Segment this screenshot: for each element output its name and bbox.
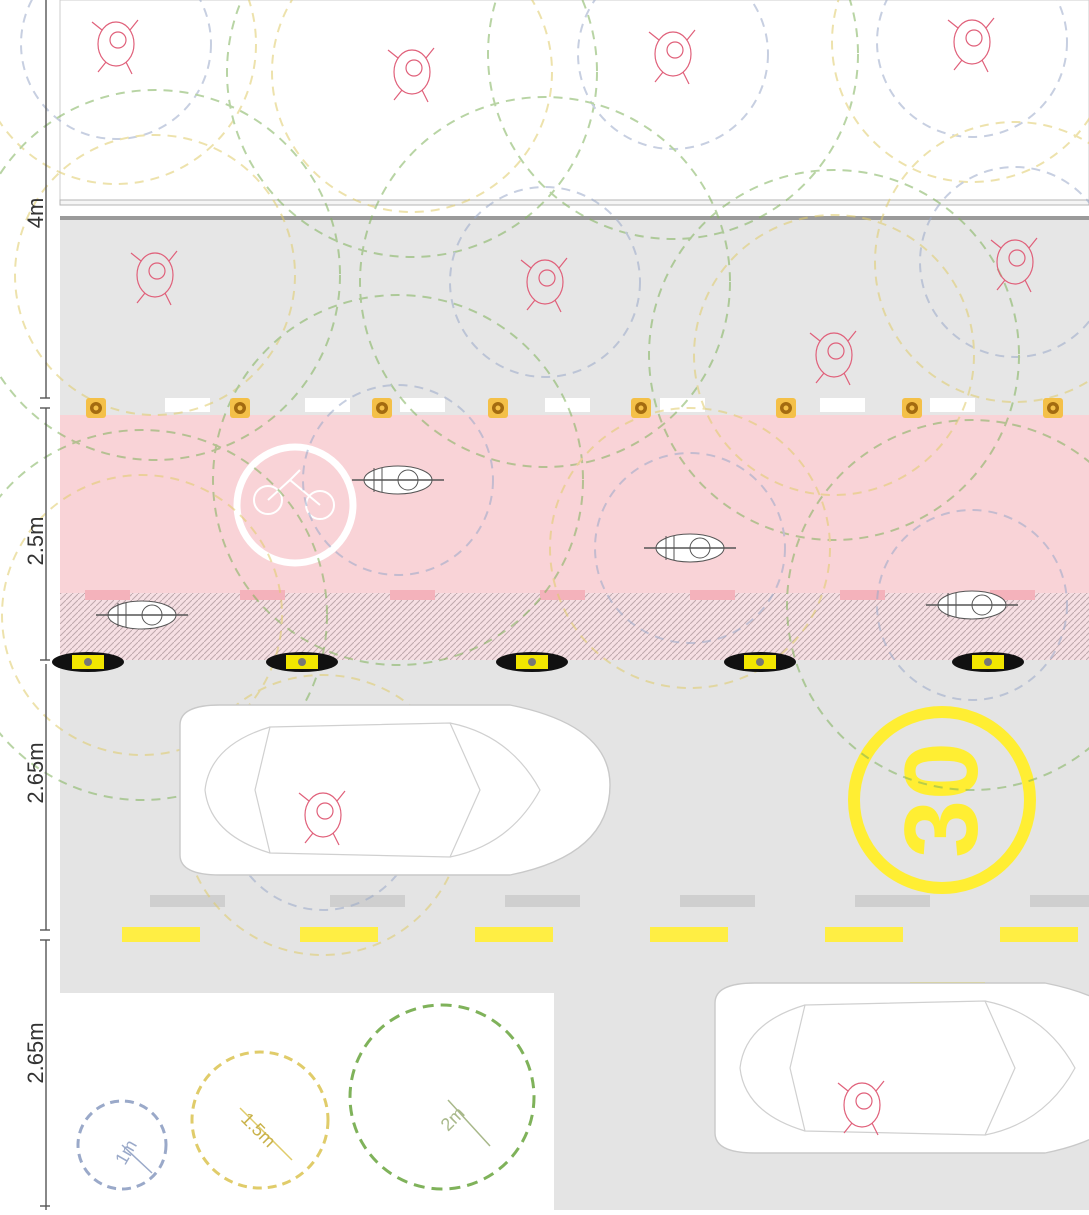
coverage-circle (0, 0, 257, 185)
dimension-line (40, 0, 50, 1210)
coverage-circle (919, 166, 1089, 358)
bike-lane (60, 415, 1089, 593)
coverage-circle (648, 169, 1020, 541)
coverage-circle (876, 0, 1068, 138)
coverage-circle (20, 0, 212, 140)
coverage-circle (359, 96, 731, 468)
coverage-circle (449, 186, 641, 378)
coverage-circle (302, 384, 494, 576)
lane-divider (150, 895, 1089, 907)
car-bottom (714, 982, 1089, 1154)
curb-line (59, 199, 1089, 206)
coverage-circle (876, 509, 1068, 701)
car-top (179, 704, 611, 876)
coverage-circle (487, 0, 859, 240)
coverage-circle (226, 0, 598, 258)
coverage-circle (0, 89, 341, 461)
coverage-circle (549, 407, 831, 689)
coverage-circle (594, 452, 786, 644)
coverage-circle (14, 134, 296, 416)
coverage-circle (831, 0, 1089, 183)
speed-limit-number: 30 (884, 742, 1000, 858)
car-lane-2-width-label: 2.65m (23, 1022, 48, 1084)
car-lane-1-width-label: 2.65m (23, 742, 48, 804)
sidewalk (60, 220, 1089, 415)
bike-lane-width-label: 2.5m (23, 516, 48, 566)
coverage-circle (874, 121, 1089, 403)
curb-shadow (60, 216, 1089, 220)
legend-panel (60, 993, 554, 1210)
coverage-circle (0, 429, 328, 801)
coverage-circle (693, 214, 975, 496)
bike-lane-edge-marks (85, 590, 1035, 600)
speed-limit-marking: 30 (848, 706, 1036, 894)
coverage-circle (271, 0, 553, 213)
coverage-circle (212, 294, 584, 666)
center-line (122, 927, 1078, 994)
coverage-circle (1, 474, 283, 756)
coverage-circle (786, 419, 1089, 791)
sidewalk-width-label: 4m (23, 197, 48, 229)
